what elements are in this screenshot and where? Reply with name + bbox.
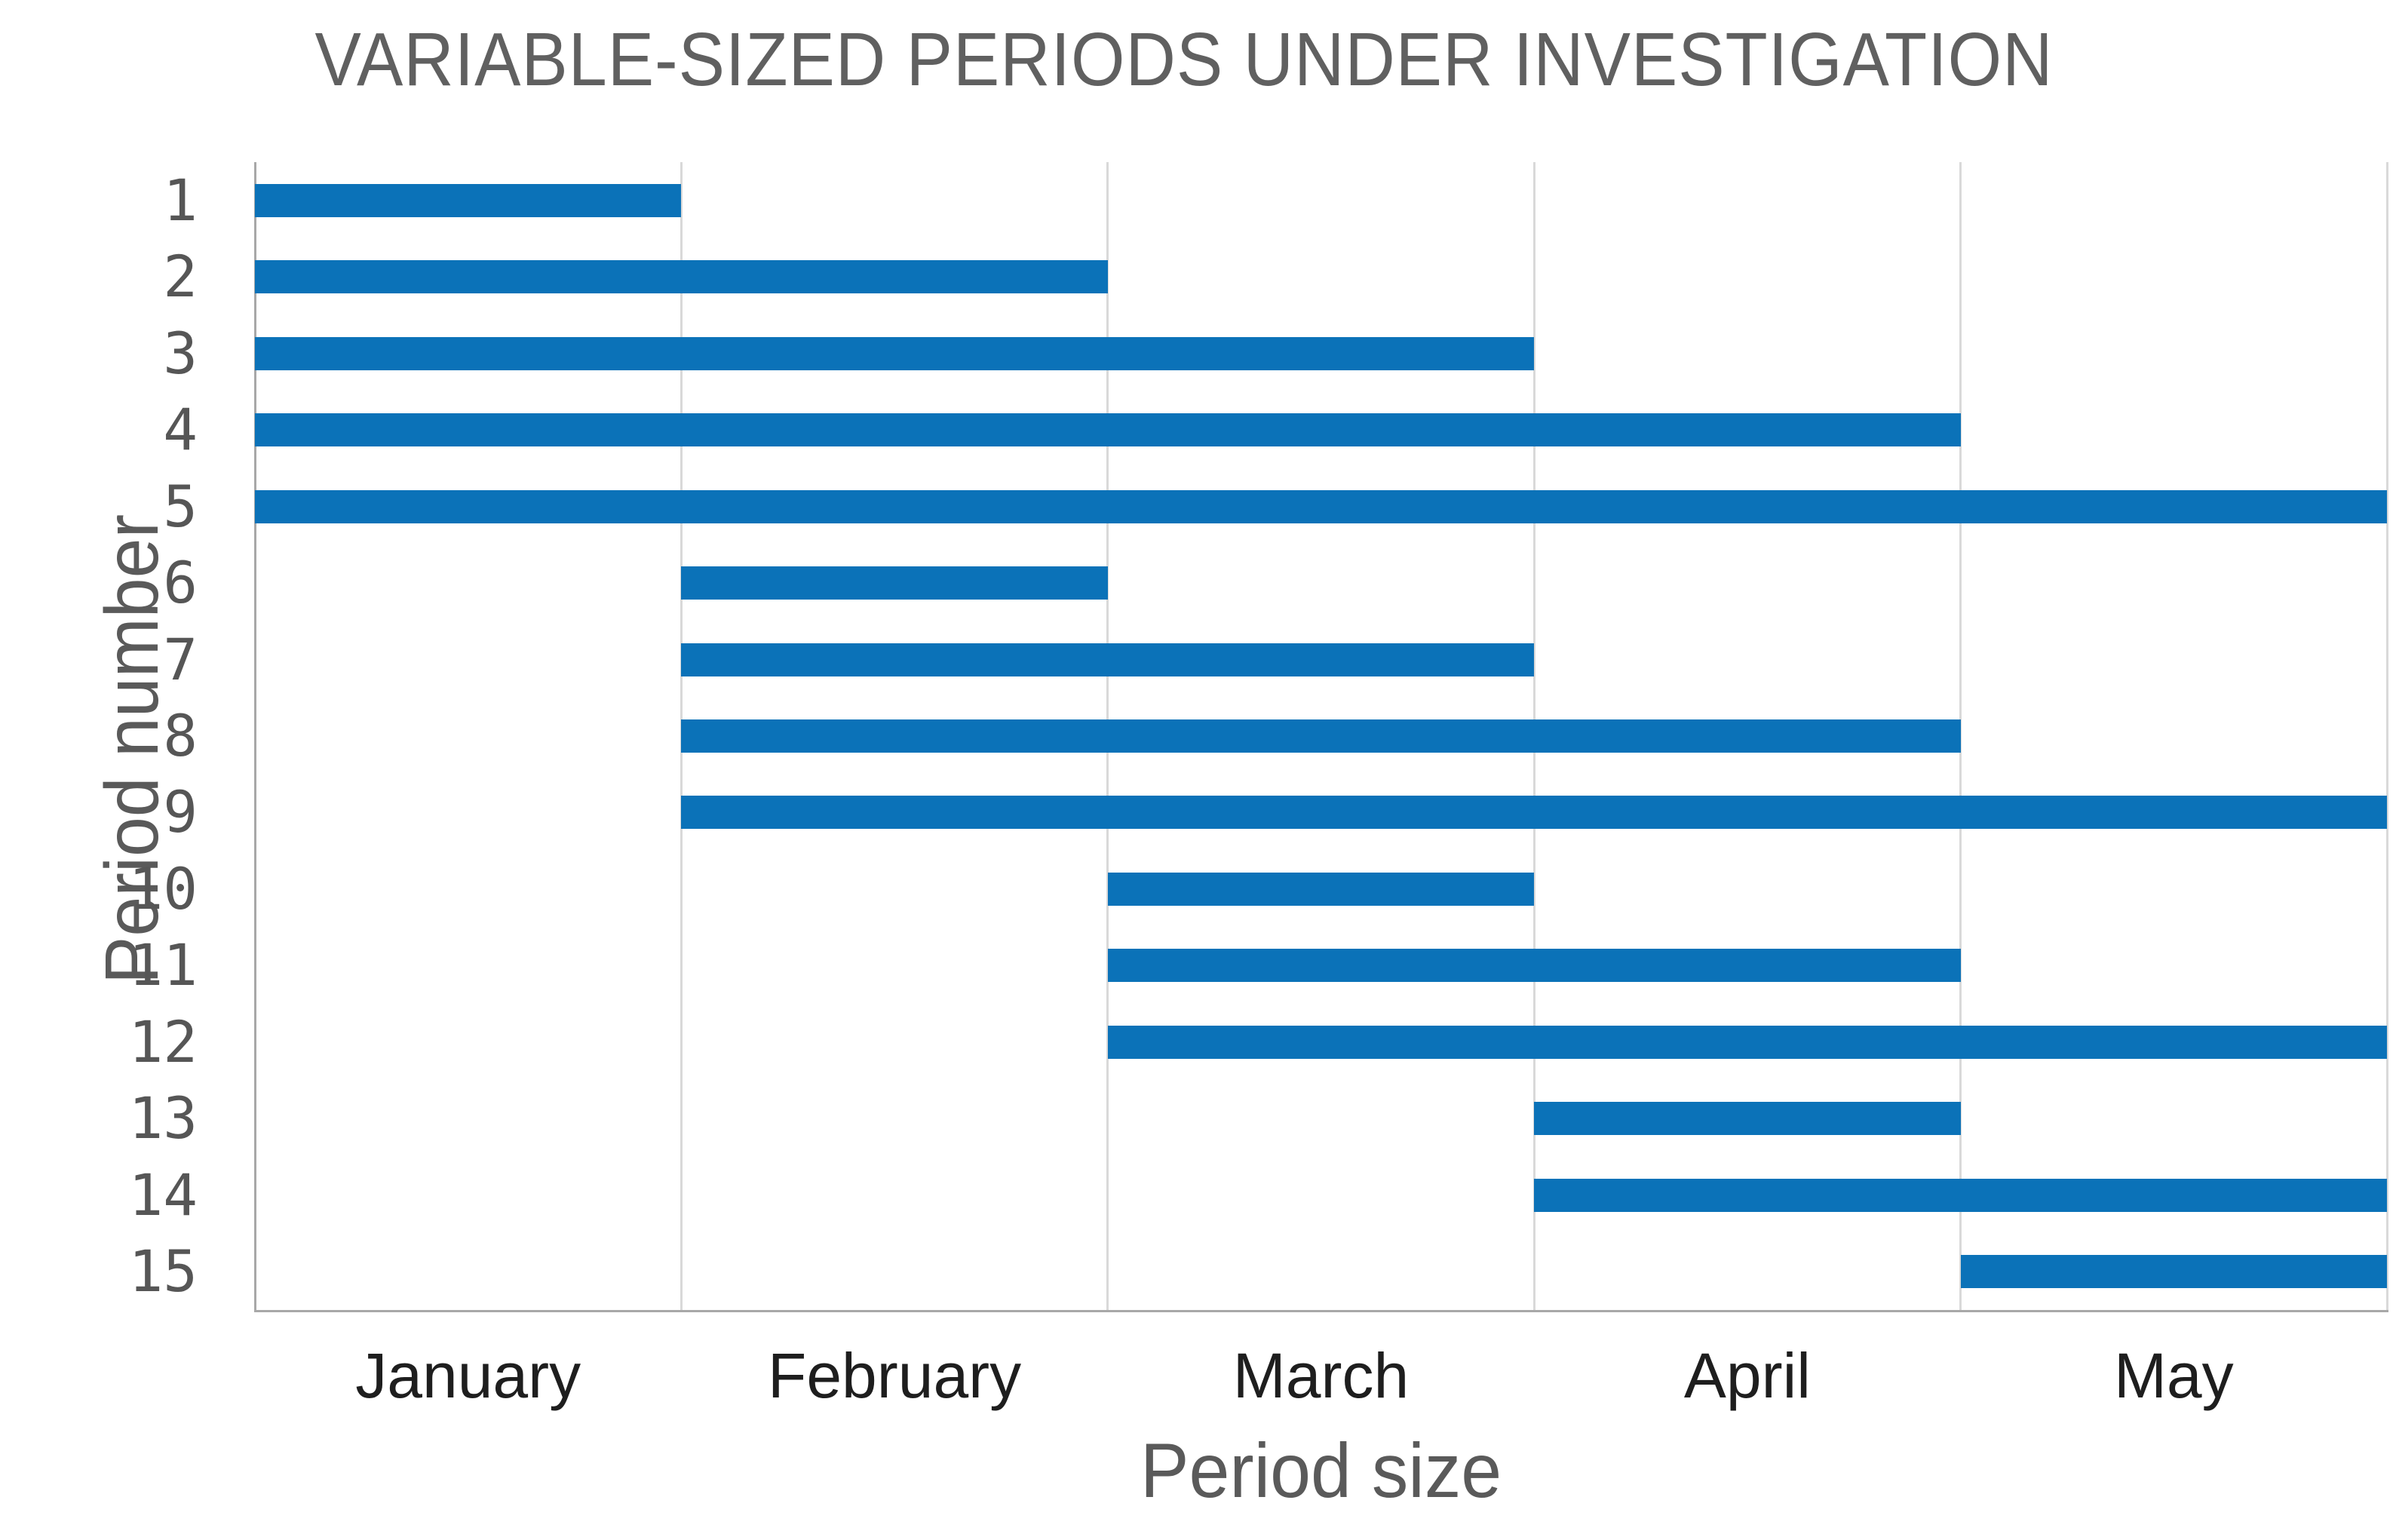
period-bar — [681, 719, 1961, 753]
y-tick-label: 14 — [128, 1161, 198, 1229]
period-bar — [1960, 1255, 2387, 1289]
y-tick-label: 10 — [128, 854, 198, 922]
period-bar — [1107, 872, 1535, 906]
period-bar — [681, 643, 1535, 676]
period-bar — [1534, 1102, 1961, 1136]
y-tick-label: 7 — [163, 625, 198, 693]
period-bar — [681, 566, 1108, 600]
period-bar — [255, 183, 682, 217]
x-tick-label: March — [1232, 1340, 1410, 1411]
period-bar — [255, 489, 2387, 523]
period-bar — [1534, 1178, 2387, 1212]
period-bar — [1107, 1025, 2387, 1059]
y-tick-label: 11 — [128, 931, 198, 999]
y-tick-label: 8 — [163, 702, 198, 769]
month-gridline — [1959, 162, 1962, 1310]
period-bar — [255, 413, 1961, 447]
y-tick-label: 5 — [163, 472, 198, 540]
x-axis-line — [253, 1310, 2388, 1312]
y-tick-label: 12 — [128, 1008, 198, 1075]
x-tick-label: January — [355, 1340, 581, 1411]
y-tick-label: 15 — [128, 1238, 198, 1305]
x-tick-label: May — [2113, 1340, 2234, 1411]
x-tick-label: April — [1683, 1340, 1811, 1411]
y-tick-label: 1 — [163, 166, 198, 234]
y-tick-label: 6 — [163, 549, 198, 617]
y-tick-label: 3 — [163, 319, 198, 387]
chart-title: VARIABLE-SIZED PERIODS UNDER INVESTIGATI… — [314, 17, 2054, 102]
period-bar — [255, 336, 1535, 370]
y-tick-label: 13 — [128, 1084, 198, 1152]
period-bar — [681, 796, 2387, 830]
y-tick-label: 9 — [163, 778, 198, 846]
x-tick-label: February — [768, 1340, 1022, 1411]
y-tick-label: 4 — [163, 396, 198, 464]
month-gridline — [2385, 162, 2388, 1310]
y-axis-line — [253, 162, 256, 1310]
period-bar — [1107, 949, 1961, 983]
period-bar — [255, 260, 1108, 294]
y-tick-label: 2 — [163, 243, 198, 311]
x-axis-title: Period size — [1140, 1428, 1502, 1514]
